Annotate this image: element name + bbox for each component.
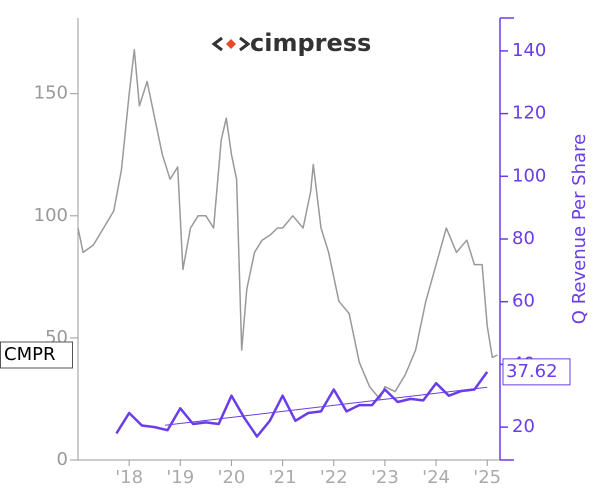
x-tick-label: '23 (371, 467, 399, 488)
y-tick-label: 0 (57, 449, 68, 470)
logo-icon (211, 36, 223, 52)
x-tick-label: '21 (269, 467, 297, 488)
series-line (115, 371, 489, 438)
x-tick-label: '25 (473, 467, 501, 488)
last-value-label: 37.62 (506, 361, 558, 382)
logo-text: cimpress (250, 29, 371, 57)
y2-tick-label: 100 (512, 165, 546, 186)
ticker-box (0, 341, 73, 369)
last-value-box (502, 358, 571, 386)
y-tick-label: 100 (34, 205, 68, 226)
y2-tick-label: 20 (512, 416, 535, 437)
logo-icon (226, 39, 236, 49)
x-tick-label: '18 (115, 467, 143, 488)
ticker-label: CMPR (4, 344, 55, 365)
y2-tick-label: 60 (512, 291, 535, 312)
x-tick-label: '20 (218, 467, 246, 488)
logo-icon (239, 36, 251, 52)
series-line (77, 48, 498, 400)
y2-tick-label: 140 (512, 40, 546, 61)
x-tick-label: '22 (320, 467, 348, 488)
trend-line (164, 386, 488, 426)
logo: cimpress (211, 29, 371, 57)
x-tick-label: '24 (422, 467, 450, 488)
y2-axis-label: Q Revenue Per Share (569, 134, 590, 324)
y-tick-label: 150 (34, 83, 68, 104)
y2-tick-label: 120 (512, 103, 546, 124)
x-tick-label: '19 (166, 467, 194, 488)
y2-tick-label: 80 (512, 228, 535, 249)
